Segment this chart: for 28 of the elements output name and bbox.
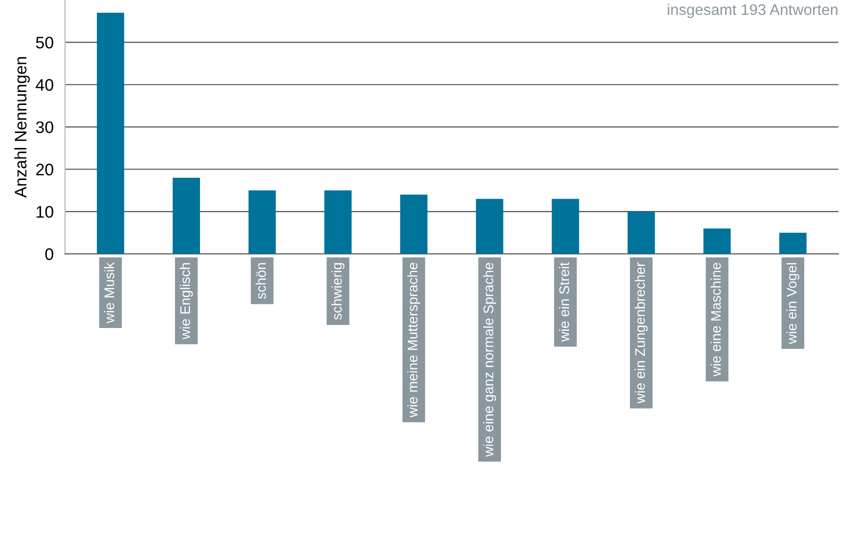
bar bbox=[400, 194, 428, 254]
bar bbox=[476, 198, 504, 254]
x-tick-label: wie Musik bbox=[104, 262, 114, 324]
y-axis-title: Anzahl Nennungen bbox=[14, 57, 30, 198]
y-tick-label: 0 bbox=[45, 248, 54, 260]
annotation: insgesamt 193 Antworten bbox=[668, 4, 838, 18]
bar bbox=[248, 190, 276, 254]
y-tick-label: 40 bbox=[36, 79, 54, 91]
x-tick-label: wie Englisch bbox=[180, 263, 193, 340]
bar bbox=[172, 178, 200, 254]
x-tick-label: wie eine Maschine bbox=[710, 262, 721, 376]
x-tick-label: wie ein Vogel bbox=[786, 263, 800, 344]
bar bbox=[703, 228, 731, 254]
y-tick-label: 30 bbox=[36, 121, 54, 134]
x-tick-label: wie ein Streit bbox=[558, 262, 570, 342]
x-tick-label: wie meine Muttersprache bbox=[407, 262, 420, 418]
x-tick-label: wie ein Zungenbrecher bbox=[634, 262, 648, 404]
bar bbox=[628, 212, 655, 254]
bar bbox=[96, 12, 124, 254]
y-tick-label: 50 bbox=[36, 36, 54, 49]
y-tick-label: 10 bbox=[36, 206, 54, 218]
bar bbox=[324, 190, 352, 254]
bar bbox=[779, 232, 807, 254]
x-tick-label: schön bbox=[256, 263, 266, 299]
x-tick-label: wie eine ganz normale Sprache bbox=[483, 262, 496, 457]
x-tick-label: schwierig bbox=[332, 263, 344, 320]
bar bbox=[552, 198, 580, 254]
y-tick-label: 20 bbox=[36, 164, 54, 176]
